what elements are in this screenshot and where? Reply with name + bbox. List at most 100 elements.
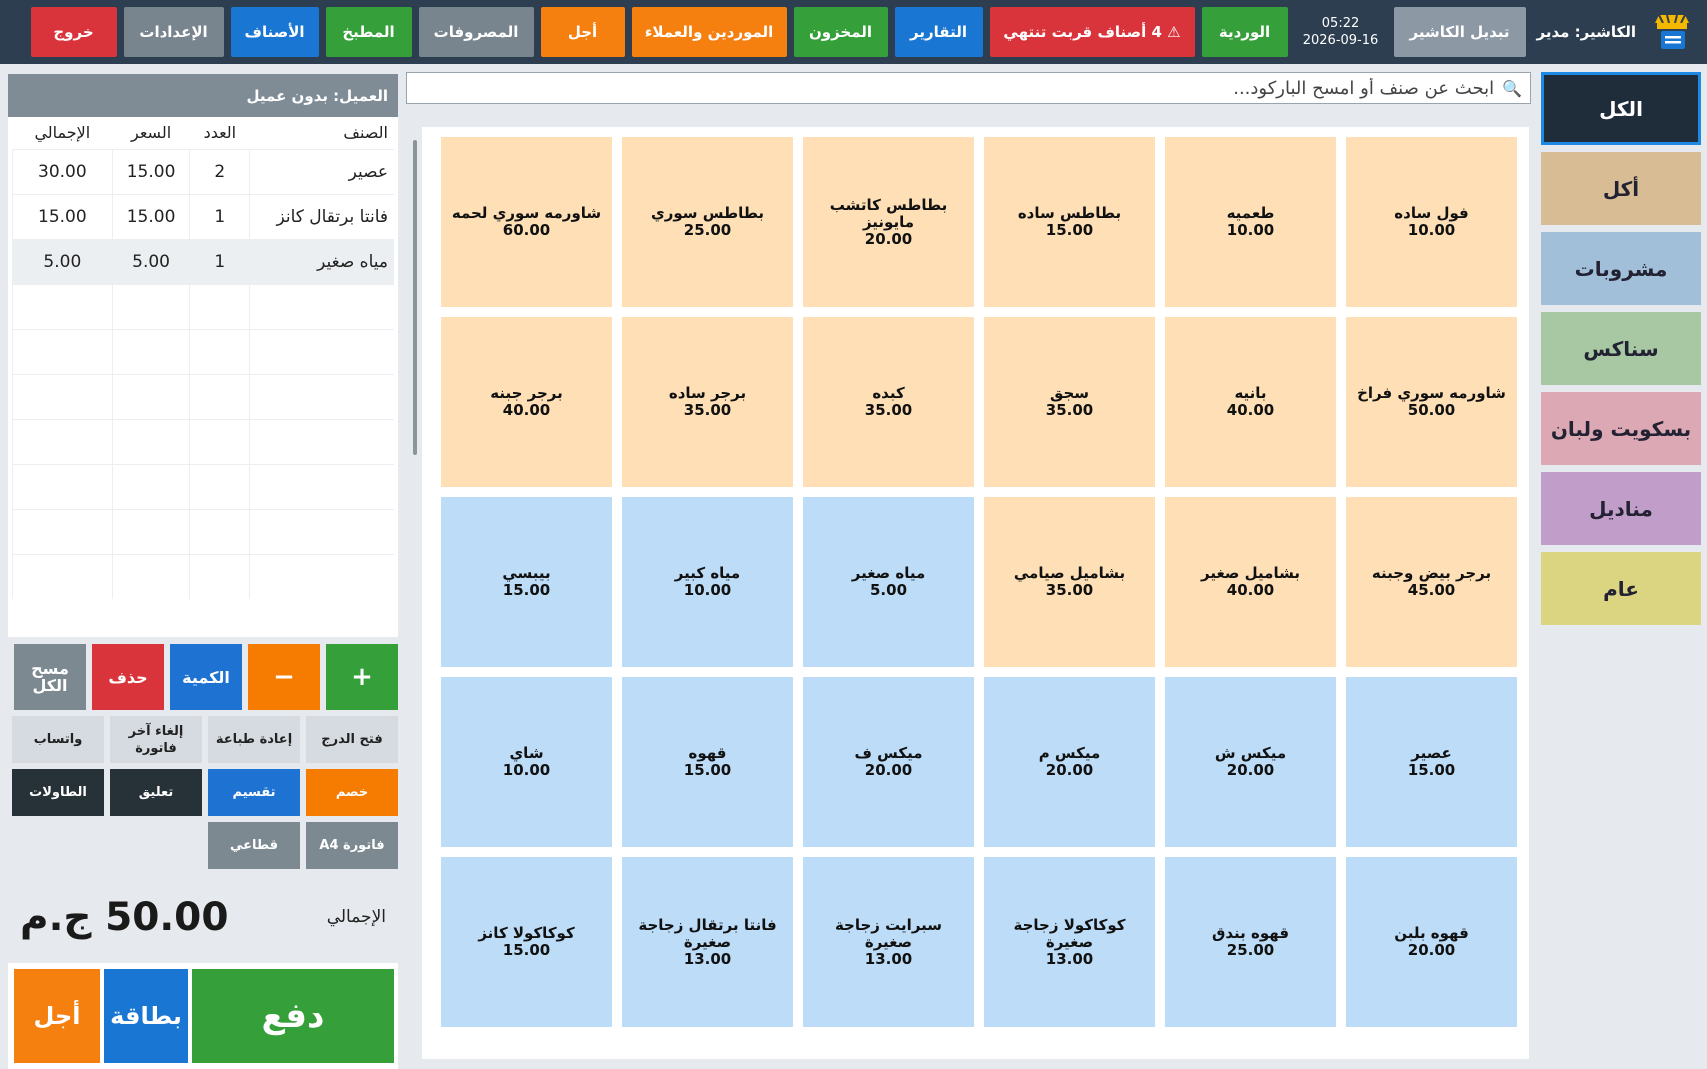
clock: 05:22 2026-09-16: [1295, 15, 1387, 49]
product-grid-scrollbar[interactable]: [413, 140, 417, 455]
order-line[interactable]: فانتا برتقال كانز 1 15.00 15.00: [12, 193, 394, 239]
product-tile[interactable]: ميكس م 20.00: [984, 677, 1155, 847]
product-tile[interactable]: برجر بيض وجبنه 45.00: [1346, 497, 1517, 667]
product-tile[interactable]: بشاميل صيامي 35.00: [984, 497, 1155, 667]
product-price: 50.00: [1407, 401, 1456, 419]
product-tile[interactable]: شاورمه سوري لحمه 60.00: [441, 137, 612, 307]
product-tile[interactable]: بطاطس ساده 15.00: [984, 137, 1155, 307]
items-button[interactable]: الأصناف: [230, 7, 319, 57]
category-item[interactable]: عام: [1541, 552, 1701, 625]
search-input[interactable]: [415, 77, 1495, 99]
order-line-price: 15.00: [111, 193, 190, 239]
increase-qty-button[interactable]: +: [326, 644, 398, 710]
order-line[interactable]: مياه صغير 1 5.00 5.00: [12, 238, 394, 284]
decrease-qty-button[interactable]: −: [248, 644, 320, 710]
open-drawer-button[interactable]: فتح الدرج: [306, 716, 398, 763]
empty-cell: [189, 328, 250, 374]
hold-button[interactable]: تعليق: [110, 769, 202, 816]
product-tile[interactable]: برجر جبنه 40.00: [441, 317, 612, 487]
product-price: 35.00: [1045, 581, 1094, 599]
order-line[interactable]: عصير 2 15.00 30.00: [12, 148, 394, 194]
customer-header[interactable]: العميل: بدون عميل: [8, 74, 398, 117]
product-tile[interactable]: برجر ساده 35.00: [622, 317, 793, 487]
product-name: كبده: [872, 384, 905, 402]
store-logo-icon: [1649, 9, 1695, 55]
product-name: كوكاكولا كانز: [478, 924, 575, 942]
empty-cell: [12, 328, 113, 374]
invoice-a4-button[interactable]: فاتورة A4: [306, 822, 398, 869]
product-tile[interactable]: سجق 35.00: [984, 317, 1155, 487]
reports-button[interactable]: التقارير: [894, 7, 983, 57]
expiring-items-alert-button[interactable]: ⚠ 4 أصناف قربت تنتهي: [989, 7, 1195, 57]
pay-button[interactable]: دفع: [192, 969, 394, 1063]
order-line-qty: 2: [189, 148, 250, 194]
empty-cell: [189, 463, 250, 509]
quantity-button[interactable]: الكمية: [170, 644, 242, 710]
product-tile[interactable]: طعميه 10.00: [1165, 137, 1336, 307]
empty-cell: [249, 373, 394, 419]
clear-all-button[interactable]: مسح الكل: [14, 644, 86, 710]
product-tile[interactable]: بانيه 40.00: [1165, 317, 1336, 487]
category-item[interactable]: أكل: [1541, 152, 1701, 225]
product-tile[interactable]: بطاطس سوري 25.00: [622, 137, 793, 307]
cancel-last-invoice-button[interactable]: إلغاء آخر فاتورة: [110, 716, 202, 763]
wholesale-toggle-button[interactable]: قطاعي: [208, 822, 300, 869]
category-item[interactable]: مناديل: [1541, 472, 1701, 545]
product-tile[interactable]: مياه كبير 10.00: [622, 497, 793, 667]
category-item[interactable]: الكل: [1541, 72, 1701, 145]
product-tile[interactable]: قهوه بلبن 20.00: [1346, 857, 1517, 1027]
search-bar: 🔍: [406, 72, 1531, 104]
empty-cell: [12, 373, 113, 419]
product-tile[interactable]: شاورمه سوري فراخ 50.00: [1346, 317, 1517, 487]
product-price: 60.00: [502, 221, 551, 239]
category-item[interactable]: سناكس: [1541, 312, 1701, 385]
product-tile[interactable]: كوكاكولا زجاجة صغيرة 13.00: [984, 857, 1155, 1027]
category-item[interactable]: مشروبات: [1541, 232, 1701, 305]
shift-button[interactable]: الوردية: [1201, 7, 1288, 57]
reprint-button[interactable]: إعادة طباعة: [208, 716, 300, 763]
exit-button[interactable]: خروج: [30, 7, 117, 57]
product-price: 5.00: [870, 581, 908, 599]
product-tile[interactable]: مياه صغير 5.00: [803, 497, 974, 667]
card-pay-button[interactable]: بطاقة: [104, 969, 188, 1063]
product-tile[interactable]: عصير 15.00: [1346, 677, 1517, 847]
delete-line-button[interactable]: حذف: [92, 644, 164, 710]
whatsapp-button[interactable]: واتساب: [12, 716, 104, 763]
inventory-button[interactable]: المخزون: [793, 7, 888, 57]
product-tile[interactable]: شاي 10.00: [441, 677, 612, 847]
product-tile[interactable]: قهوه 15.00: [622, 677, 793, 847]
empty-cell: [249, 508, 394, 554]
product-tile[interactable]: فانتا برتقال زجاجة صغيرة 13.00: [622, 857, 793, 1027]
product-price: 35.00: [683, 401, 732, 419]
product-tile[interactable]: بشاميل صغير 40.00: [1165, 497, 1336, 667]
payment-buttons: دفع بطاقة أجل: [8, 963, 398, 1069]
switch-cashier-button[interactable]: تبديل الكاشير: [1393, 7, 1526, 57]
product-tile[interactable]: بيبسي 15.00: [441, 497, 612, 667]
product-price: 10.00: [502, 761, 551, 779]
product-tile[interactable]: ميكس ش 20.00: [1165, 677, 1336, 847]
product-tile[interactable]: سبرايت زجاجة صغيرة 13.00: [803, 857, 974, 1027]
product-tile[interactable]: كبده 35.00: [803, 317, 974, 487]
product-tile[interactable]: كوكاكولا كانز 15.00: [441, 857, 612, 1027]
product-tile[interactable]: بطاطس كاتشب مايونيز 20.00: [803, 137, 974, 307]
discount-button[interactable]: خصم: [306, 769, 398, 816]
empty-cell: [249, 283, 394, 329]
deferred-pay-button[interactable]: أجل: [14, 969, 100, 1063]
column-header-qty: العدد: [203, 123, 237, 143]
order-line-price: 5.00: [111, 238, 190, 284]
expenses-button[interactable]: المصروفات: [418, 7, 534, 57]
suppliers-customers-button[interactable]: الموردين والعملاء: [631, 7, 787, 57]
tables-button[interactable]: الطاولات: [12, 769, 104, 816]
deferred-button[interactable]: أجل: [540, 7, 625, 57]
settings-button[interactable]: الإعدادات: [123, 7, 224, 57]
empty-order-row: [12, 328, 394, 374]
product-tile[interactable]: ميكس ف 20.00: [803, 677, 974, 847]
kitchen-button[interactable]: المطبخ: [325, 7, 412, 57]
split-button[interactable]: تقسيم: [208, 769, 300, 816]
order-table-header: الصنف العدد السعر الإجمالي: [13, 117, 395, 149]
product-name: شاي: [509, 744, 544, 762]
product-tile[interactable]: فول ساده 10.00: [1346, 137, 1517, 307]
product-tile[interactable]: قهوه بندق 25.00: [1165, 857, 1336, 1027]
product-name: بانيه: [1234, 384, 1267, 402]
category-item[interactable]: بسكويت ولبان: [1541, 392, 1701, 465]
